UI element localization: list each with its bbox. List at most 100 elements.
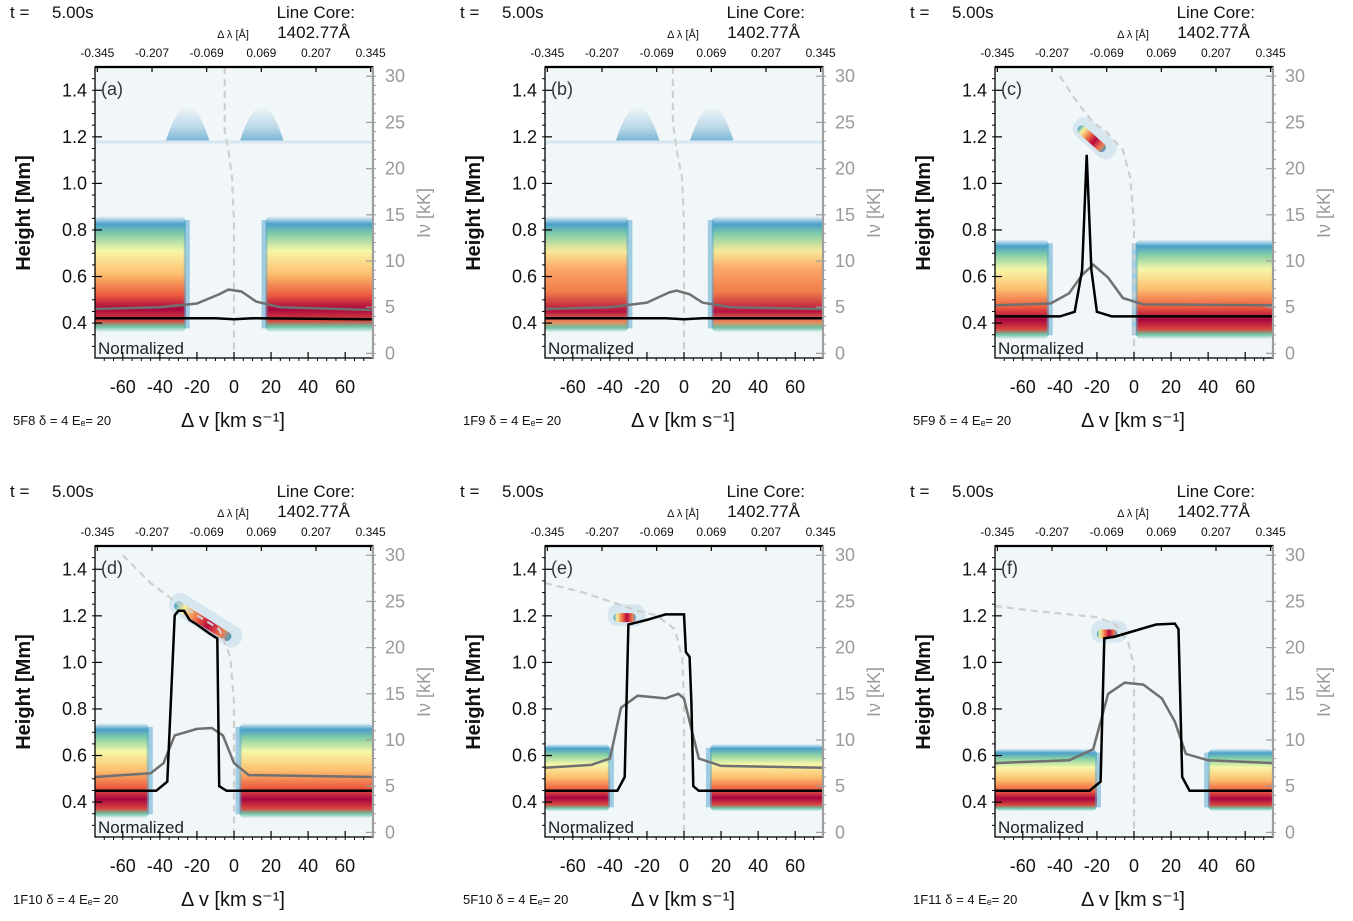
tcf-peak — [615, 106, 660, 142]
right-axis-label: Iν [kK] — [1314, 188, 1334, 238]
right-axis-label: Iν [kK] — [1314, 667, 1334, 717]
tcf-peak — [689, 106, 734, 142]
tau-unity-dashed-line — [223, 67, 236, 354]
model-label: 1F10 δ = 4 Eₑ= 20 — [13, 892, 118, 907]
right-tick-label: 5 — [385, 776, 395, 796]
top-tick-label: -0.069 — [190, 525, 224, 539]
top-tick-label: 0.207 — [301, 525, 331, 539]
x-tick-label: -40 — [147, 856, 173, 876]
top-tick-label: -0.345 — [530, 525, 564, 539]
right-tick-label: 5 — [385, 297, 395, 317]
y-tick-label: 0.6 — [962, 746, 987, 766]
y-tick-label: 0.8 — [962, 699, 987, 719]
time-value: 5.00s — [502, 3, 544, 22]
top-tick-label: 0.345 — [1256, 46, 1286, 60]
right-tick-label: 20 — [1285, 638, 1305, 658]
right-tick-label: 30 — [385, 545, 405, 565]
time-label: t = — [910, 3, 929, 22]
y-tick-label: 1.4 — [62, 80, 87, 100]
band-fringe — [1046, 243, 1053, 336]
time-value: 5.00s — [52, 482, 94, 501]
y-tick-label: 1.2 — [962, 127, 987, 147]
x-tick-label: 0 — [679, 377, 689, 397]
band-fringe — [146, 726, 153, 815]
top-tick-label: 0.069 — [1146, 46, 1176, 60]
band-fringe — [1094, 752, 1101, 808]
x-tick-label: -60 — [560, 856, 586, 876]
top-tick-label: 0.207 — [301, 46, 331, 60]
x-tick-label: -60 — [560, 377, 586, 397]
y-tick-label: 0.4 — [512, 792, 537, 812]
band-fringe — [183, 219, 190, 329]
right-tick-label: 25 — [835, 112, 855, 132]
x-tick-label: -20 — [634, 856, 660, 876]
emission-band-right — [1135, 239, 1273, 340]
right-tick-label: 25 — [1285, 112, 1305, 132]
right-tick-label: 20 — [385, 638, 405, 658]
x-tick-label: -60 — [1010, 856, 1036, 876]
top-tick-label: 0.345 — [806, 525, 836, 539]
line-core-value: 1402.77Å — [277, 502, 350, 521]
x-tick-label: 40 — [748, 856, 768, 876]
right-axis-label: Iν [kK] — [864, 188, 884, 238]
x-tick-label: 40 — [1198, 856, 1218, 876]
right-tick-label: 10 — [1285, 730, 1305, 750]
line-core-value: 1402.77Å — [277, 23, 350, 42]
right-tick-label: 25 — [1285, 591, 1305, 611]
x-tick-label: 20 — [1161, 377, 1181, 397]
top-axis-label: Δ λ [Å] — [217, 28, 249, 41]
band-fringe — [707, 219, 714, 329]
intensity-gray-line — [94, 726, 374, 779]
streak-emission — [174, 601, 232, 641]
y-tick-label: 0.6 — [962, 267, 987, 287]
top-tick-label: -0.207 — [1035, 525, 1069, 539]
top-tick-label: -0.069 — [640, 525, 674, 539]
top-tick-label: -0.345 — [980, 46, 1014, 60]
top-axis-label: Δ λ [Å] — [217, 507, 249, 520]
normalized-label: Normalized — [98, 818, 184, 837]
x-tick-label: 0 — [679, 856, 689, 876]
x-tick-label: 20 — [711, 856, 731, 876]
top-tick-label: -0.069 — [1090, 525, 1124, 539]
emission-band-left — [95, 722, 149, 819]
top-tick-label: -0.207 — [585, 46, 619, 60]
normalized-label: Normalized — [998, 818, 1084, 837]
tcf-peak — [165, 106, 210, 142]
right-tick-label: 15 — [385, 684, 405, 704]
streak-emission — [613, 613, 636, 623]
right-tick-label: 30 — [835, 66, 855, 86]
y-tick-label: 1.4 — [512, 80, 537, 100]
right-tick-label: 10 — [835, 730, 855, 750]
emission-band-left — [545, 743, 610, 812]
top-tick-label: 0.069 — [1146, 525, 1176, 539]
x-tick-label: 60 — [335, 856, 355, 876]
emission-band-left — [95, 215, 186, 333]
y-tick-label: 0.4 — [62, 792, 87, 812]
y-axis-label: Height [Mm] — [913, 155, 935, 271]
y-tick-label: 0.4 — [962, 313, 987, 333]
time-value: 5.00s — [952, 3, 994, 22]
x-tick-label: 40 — [298, 377, 318, 397]
intensity-black-line — [95, 317, 374, 321]
y-tick-label: 0.4 — [512, 313, 537, 333]
top-tick-label: -0.345 — [80, 525, 114, 539]
x-axis-label: Δ v [km s⁻¹] — [181, 889, 285, 911]
right-tick-label: 30 — [385, 66, 405, 86]
right-tick-label: 15 — [835, 205, 855, 225]
y-tick-label: 0.6 — [62, 746, 87, 766]
x-tick-label: 20 — [261, 377, 281, 397]
normalized-label: Normalized — [98, 339, 184, 358]
y-axis-label: Height [Mm] — [463, 155, 485, 271]
top-axis-label: Δ λ [Å] — [1117, 507, 1149, 520]
top-tick-label: 0.069 — [246, 46, 276, 60]
time-label: t = — [460, 3, 479, 22]
y-axis-label: Height [Mm] — [13, 155, 35, 271]
top-tick-label: -0.069 — [190, 46, 224, 60]
right-tick-label: 25 — [385, 591, 405, 611]
tcf-line — [545, 140, 823, 144]
band-fringe — [261, 219, 268, 329]
right-axis-label: Iν [kK] — [864, 667, 884, 717]
